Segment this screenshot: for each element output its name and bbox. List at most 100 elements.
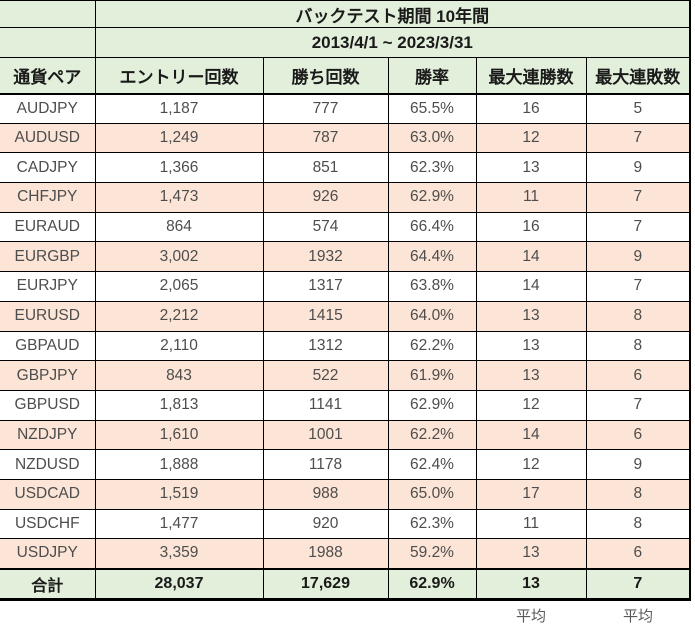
table-row: NZDJPY 1,610 1001 62.2% 14 6	[0, 419, 692, 451]
column-header-winrate: 勝率	[387, 57, 477, 95]
cell-pair: NZDJPY	[0, 419, 96, 451]
average-note-spacer	[0, 600, 476, 630]
table-period: 2013/4/1 ~ 2023/3/31	[94, 27, 692, 58]
cell-entries: 1,519	[94, 478, 264, 510]
cell-entries: 1,888	[94, 449, 264, 480]
table-row: EURAUD 864 574 66.4% 16 7	[0, 211, 692, 243]
cell-pair: GBPUSD	[0, 389, 96, 421]
cell-entries: 1,249	[94, 122, 264, 154]
cell-wins: 1178	[262, 449, 389, 480]
total-wins: 17,629	[262, 567, 389, 601]
cell-pair: USDCAD	[0, 478, 96, 510]
cell-max-win-streak: 12	[475, 122, 587, 154]
cell-max-win-streak: 13	[475, 152, 587, 184]
cell-win-rate: 62.2%	[387, 419, 477, 451]
cell-entries: 1,610	[94, 419, 264, 451]
cell-win-rate: 65.5%	[387, 93, 477, 124]
cell-pair: GBPAUD	[0, 330, 96, 362]
cell-pair: EURAUD	[0, 211, 96, 243]
cell-wins: 926	[262, 182, 389, 213]
cell-max-lose-streak: 6	[585, 538, 692, 569]
cell-wins: 988	[262, 478, 389, 510]
table-row: CADJPY 1,366 851 62.3% 13 9	[0, 152, 692, 184]
cell-entries: 1,473	[94, 182, 264, 213]
cell-pair: GBPJPY	[0, 360, 96, 391]
cell-wins: 522	[262, 360, 389, 391]
cell-max-lose-streak: 7	[585, 271, 692, 302]
cell-max-win-streak: 14	[475, 271, 587, 302]
table-row: EURGBP 3,002 1932 64.4% 14 9	[0, 241, 692, 273]
cell-win-rate: 63.0%	[387, 122, 477, 154]
cell-max-win-streak: 16	[475, 211, 587, 243]
cell-win-rate: 64.0%	[387, 300, 477, 332]
cell-max-win-streak: 14	[475, 241, 587, 273]
average-note-row: 平均 平均	[0, 600, 690, 630]
cell-win-rate: 62.4%	[387, 449, 477, 480]
cell-wins: 1312	[262, 330, 389, 362]
cell-max-win-streak: 12	[475, 389, 587, 421]
cell-entries: 864	[94, 211, 264, 243]
cell-max-win-streak: 13	[475, 360, 587, 391]
cell-win-rate: 63.8%	[387, 271, 477, 302]
table-row: AUDUSD 1,249 787 63.0% 12 7	[0, 122, 692, 154]
table-row: NZDUSD 1,888 1178 62.4% 12 9	[0, 449, 692, 480]
cell-max-win-streak: 17	[475, 478, 587, 510]
table-title-row: バックテスト期間 10年間	[0, 0, 692, 28]
cell-max-win-streak: 14	[475, 419, 587, 451]
total-max-win-streak: 13	[475, 567, 587, 601]
cell-entries: 2,110	[94, 330, 264, 362]
corner-cell	[0, 0, 96, 28]
cell-pair: CHFJPY	[0, 182, 96, 213]
cell-entries: 1,813	[94, 389, 264, 421]
cell-entries: 3,002	[94, 241, 264, 273]
cell-max-lose-streak: 6	[585, 419, 692, 451]
cell-max-win-streak: 11	[475, 508, 587, 540]
cell-pair: USDJPY	[0, 538, 96, 569]
column-header-max-win-streak: 最大連勝数	[475, 57, 587, 95]
column-header-wins: 勝ち回数	[262, 57, 389, 95]
table-row: EURJPY 2,065 1317 63.8% 14 7	[0, 271, 692, 302]
cell-entries: 2,212	[94, 300, 264, 332]
cell-win-rate: 62.9%	[387, 389, 477, 421]
cell-entries: 843	[94, 360, 264, 391]
cell-pair: AUDJPY	[0, 93, 96, 124]
cell-pair: USDCHF	[0, 508, 96, 540]
cell-wins: 787	[262, 122, 389, 154]
cell-max-win-streak: 13	[475, 330, 587, 362]
column-header-entries: エントリー回数	[94, 57, 264, 95]
cell-win-rate: 61.9%	[387, 360, 477, 391]
cell-wins: 920	[262, 508, 389, 540]
cell-win-rate: 65.0%	[387, 478, 477, 510]
total-winrate: 62.9%	[387, 567, 477, 601]
table-row: GBPAUD 2,110 1312 62.2% 13 8	[0, 330, 692, 362]
table-row: CHFJPY 1,473 926 62.9% 11 7	[0, 182, 692, 213]
cell-max-lose-streak: 9	[585, 152, 692, 184]
cell-win-rate: 62.3%	[387, 152, 477, 184]
table-subtitle-row: 2013/4/1 ~ 2023/3/31	[0, 27, 692, 58]
cell-entries: 1,187	[94, 93, 264, 124]
cell-pair: CADJPY	[0, 152, 96, 184]
total-row: 合計 28,037 17,629 62.9% 13 7	[0, 567, 692, 601]
cell-max-lose-streak: 8	[585, 478, 692, 510]
column-header-pair: 通貨ペア	[0, 57, 96, 95]
average-label-wins: 平均	[515, 607, 546, 625]
table-row: USDCAD 1,519 988 65.0% 17 8	[0, 478, 692, 510]
cell-entries: 3,359	[94, 538, 264, 569]
table-title: バックテスト期間 10年間	[94, 0, 692, 28]
cell-wins: 851	[262, 152, 389, 184]
cell-max-lose-streak: 5	[585, 93, 692, 124]
cell-wins: 1415	[262, 300, 389, 332]
column-header-row: 通貨ペア エントリー回数 勝ち回数 勝率 最大連勝数 最大連敗数	[0, 57, 692, 95]
cell-max-lose-streak: 9	[585, 449, 692, 480]
cell-wins: 1001	[262, 419, 389, 451]
cell-pair: NZDUSD	[0, 449, 96, 480]
total-entries: 28,037	[94, 567, 264, 601]
cell-win-rate: 59.2%	[387, 538, 477, 569]
cell-max-win-streak: 13	[475, 538, 587, 569]
cell-max-lose-streak: 7	[585, 122, 692, 154]
cell-wins: 1932	[262, 241, 389, 273]
cell-entries: 1,366	[94, 152, 264, 184]
cell-pair: EURGBP	[0, 241, 96, 273]
cell-max-lose-streak: 7	[585, 389, 692, 421]
